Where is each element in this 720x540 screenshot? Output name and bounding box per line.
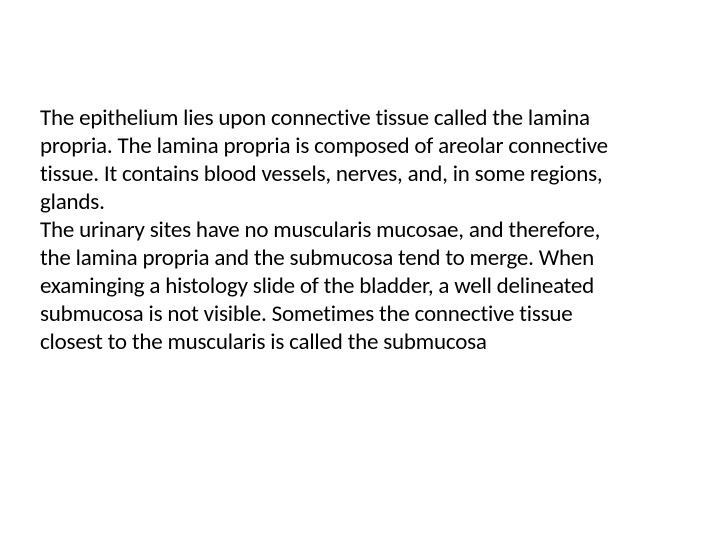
paragraph-1: The epithelium lies upon connective tiss… bbox=[40, 104, 608, 216]
paragraph-2: The urinary sites have no muscularis muc… bbox=[40, 216, 608, 356]
slide: The epithelium lies upon connective tiss… bbox=[0, 0, 720, 540]
body-text-block: The epithelium lies upon connective tiss… bbox=[40, 104, 608, 356]
